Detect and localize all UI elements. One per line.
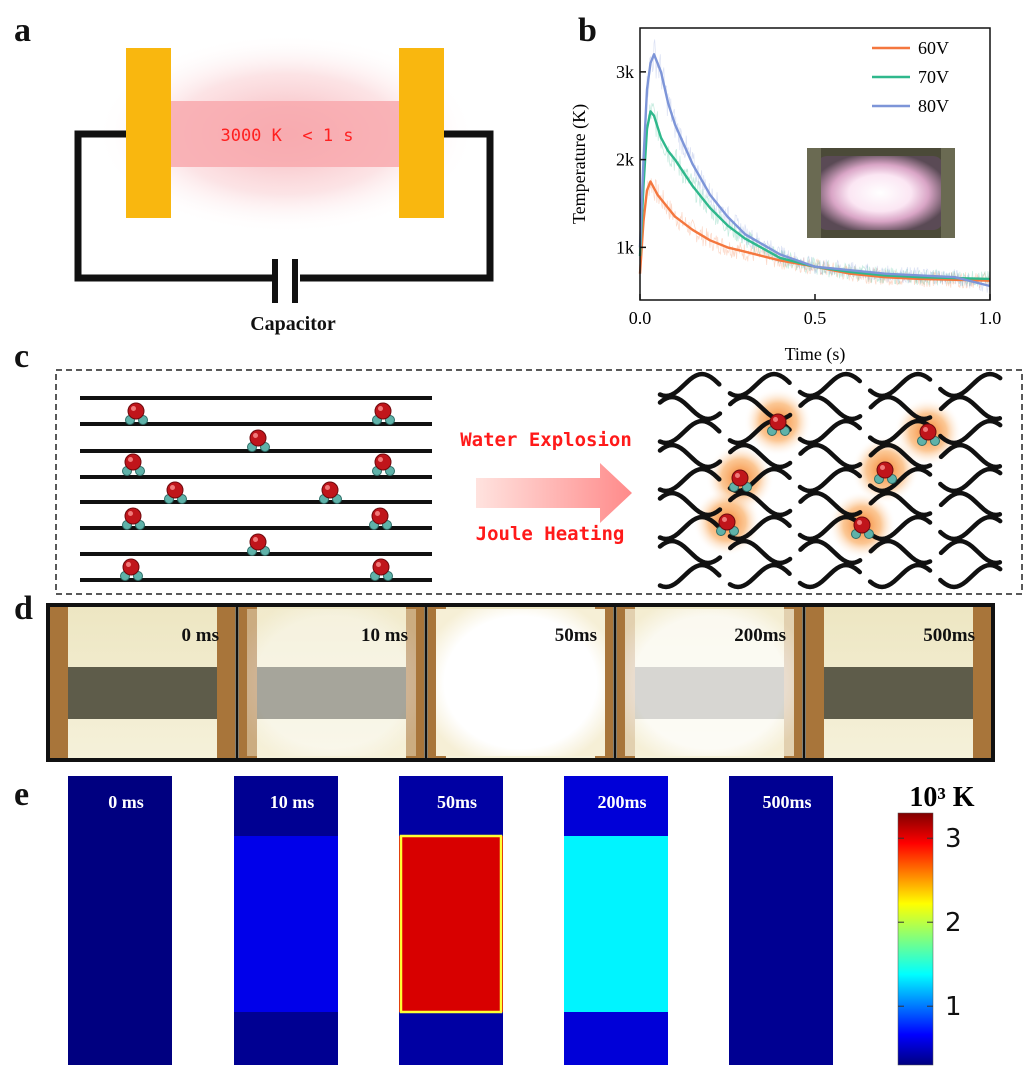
y-tick-label: 1k: [616, 237, 634, 257]
flash-glow: [247, 609, 416, 756]
thermal-hot-zone: [234, 836, 338, 1012]
panel-label-a: a: [14, 12, 31, 49]
capacitor-label: Capacitor: [250, 313, 336, 335]
legend-label-60V: 60V: [918, 38, 949, 58]
flash-glow: [625, 609, 794, 756]
thermal-time-label: 500ms: [763, 792, 812, 812]
wrinkled-sheets: [657, 371, 1008, 590]
axis-ticks: 0.0 0.5 1.0 1k 2k 3k: [616, 62, 1001, 328]
x-axis-label: Time (s): [785, 344, 846, 365]
thermal-frame: 10 ms: [234, 776, 338, 1065]
inset-photo: [807, 148, 955, 238]
photo-time-label: 200ms: [734, 625, 786, 646]
sample-strip: [824, 667, 973, 719]
series-line-60V: [638, 180, 991, 282]
colorbar: [897, 812, 934, 1066]
process-arrow: [476, 463, 632, 523]
colorbar-title: 10³ K: [909, 782, 974, 813]
wrinkled-sheet: [657, 442, 1008, 470]
water-explosion-label: Water Explosion: [460, 429, 632, 451]
clamp-right: [973, 605, 991, 760]
clamp-left: [806, 605, 824, 760]
thermal-frame: 50ms: [399, 776, 503, 1065]
joule-heating-label: Joule Heating: [476, 523, 625, 545]
capacitor-plate-left: [272, 259, 278, 303]
thermal-frame: 200ms: [564, 776, 668, 1065]
flash-glow: [436, 609, 605, 756]
electrode-right: [399, 48, 444, 218]
wrinkled-sheet: [657, 538, 1008, 566]
thermal-hot-zone: [399, 836, 503, 1012]
thermal-time-label: 10 ms: [270, 792, 315, 812]
schematic-box: [55, 369, 1023, 595]
photo-strip-border: [46, 603, 995, 762]
thermal-time-label: 0 ms: [108, 792, 144, 812]
wrinkled-sheet: [657, 562, 1008, 590]
thermal-time-label: 200ms: [598, 792, 647, 812]
stacked-sheets: [80, 396, 432, 582]
x-tick-label: 0.5: [804, 308, 827, 328]
legend-label-80V: 80V: [918, 96, 949, 116]
thermal-hot-zone: [68, 836, 172, 1012]
hot-zone-label: 3000 K < 1 s: [220, 126, 353, 146]
wrinkled-sheet: [657, 466, 1008, 494]
panel-label-c: c: [14, 338, 30, 375]
clamp-left: [50, 605, 68, 760]
thermal-edge: [399, 834, 503, 1014]
y-tick-label: 2k: [616, 150, 634, 170]
circuit-wire: [74, 130, 494, 282]
capacitor-plate-right: [292, 259, 298, 303]
y-axis-label: Temperature (K): [569, 104, 590, 224]
wrinkled-sheet: [657, 394, 1008, 422]
photo-frame: 50ms: [424, 605, 615, 760]
wrinkled-sheet: [657, 490, 1008, 518]
photo-frame: 10 ms: [235, 605, 426, 760]
series-line-70V: [638, 110, 991, 281]
colorbar-ticks: 1 2 3: [898, 824, 962, 1022]
photo-time-label: 10 ms: [361, 625, 408, 646]
wrinkled-sheet: [657, 418, 1008, 446]
thermal-hot-zone: [564, 836, 668, 1012]
thermal-frame: 500ms: [729, 776, 833, 1065]
wrinkled-sheet: [657, 371, 1008, 399]
clamp-right: [217, 605, 235, 760]
legend-label-70V: 70V: [918, 67, 949, 87]
noise-70V: [639, 102, 991, 288]
series-line-80V: [638, 53, 991, 288]
x-tick-label: 1.0: [979, 308, 1002, 328]
photo-frame: 0 ms: [46, 605, 237, 760]
sample-strip: [68, 667, 217, 719]
colorbar-tick-label: 3: [945, 824, 962, 854]
y-tick-label: 3k: [616, 62, 634, 82]
colorbar-tick-label: 2: [945, 908, 962, 938]
panel-label-b: b: [578, 12, 597, 49]
legend: 60V 70V 80V: [872, 38, 949, 116]
photo-time-label: 500ms: [923, 625, 975, 646]
x-tick-label: 0.0: [629, 308, 652, 328]
photo-time-label: 0 ms: [182, 625, 219, 646]
hot-zone: [171, 101, 399, 167]
thermal-frame: 0 ms: [68, 776, 172, 1065]
series-lines: [638, 53, 991, 288]
thermal-hot-zone: [729, 836, 833, 1012]
thermal-time-label: 50ms: [437, 792, 477, 812]
wrinkled-sheet: [657, 514, 1008, 542]
electrode-left: [126, 48, 171, 218]
photo-frame: 500ms: [802, 605, 993, 760]
photo-time-label: 50ms: [555, 625, 597, 646]
colorbar-tick-label: 1: [945, 992, 962, 1022]
panel-label-e: e: [14, 776, 30, 813]
photo-frame: 200ms: [613, 605, 804, 760]
panel-label-d: d: [14, 590, 33, 627]
